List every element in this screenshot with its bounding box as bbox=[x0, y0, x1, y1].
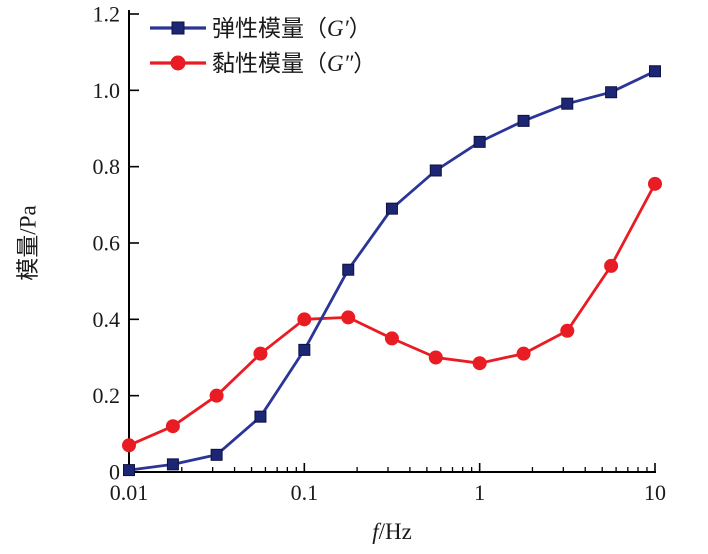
legend-symbol: G′ bbox=[327, 16, 350, 41]
y-tick-label: 1.2 bbox=[93, 1, 121, 26]
series-0-marker bbox=[123, 464, 135, 477]
x-axis-label: f/Hz bbox=[372, 519, 412, 544]
axes: 0 0.2 0.4 0.6 0.8 1.0 1.2 0.01 0.1 1 10 bbox=[93, 1, 666, 505]
series-1-marker bbox=[516, 346, 531, 361]
series-0-marker bbox=[298, 343, 311, 356]
x-axis-label-unit: /Hz bbox=[379, 519, 412, 544]
x-tick-label: 1 bbox=[474, 480, 485, 505]
series-1-line bbox=[127, 182, 657, 447]
legend-symbol: G″ bbox=[327, 51, 354, 76]
y-tick-label: 0.6 bbox=[93, 230, 121, 255]
y-tick-label: 0.8 bbox=[93, 154, 121, 179]
legend-text: 弹性模量（ bbox=[212, 16, 327, 41]
x-axis-label-symbol: f bbox=[372, 519, 382, 544]
y-axis-label: 模量/Pa bbox=[16, 205, 41, 280]
series-0-marker bbox=[561, 97, 574, 110]
legend-item-viscous: 黏性模量（G″） bbox=[150, 51, 376, 76]
series-1-marker bbox=[647, 176, 662, 191]
series-0-marker bbox=[342, 263, 355, 276]
legend-text: ） bbox=[353, 51, 376, 76]
y-tick-label: 1.0 bbox=[93, 78, 121, 103]
series-1-marker bbox=[384, 331, 399, 346]
series-0-marker bbox=[254, 410, 267, 423]
series-1-marker bbox=[165, 419, 180, 434]
legend-sample-square-marker bbox=[171, 21, 185, 35]
series-0-marker bbox=[166, 458, 179, 471]
legend: 弹性模量（G′） 黏性模量（G″） bbox=[150, 16, 376, 76]
series-0-marker bbox=[605, 86, 618, 99]
legend-sample-elastic bbox=[150, 21, 206, 35]
series-1-marker bbox=[297, 312, 312, 327]
series-0-marker bbox=[517, 114, 530, 127]
series-0-marker bbox=[210, 448, 223, 461]
x-tick-label: 0.1 bbox=[291, 480, 319, 505]
y-tick-label: 0 bbox=[109, 460, 120, 485]
series-0-line bbox=[127, 69, 657, 472]
series-0-marker bbox=[429, 164, 442, 177]
series-1-marker bbox=[604, 258, 619, 273]
series-0-marker bbox=[385, 202, 398, 215]
legend-item-elastic: 弹性模量（G′） bbox=[150, 16, 372, 41]
legend-text: ） bbox=[349, 16, 372, 41]
series-0-marker bbox=[473, 135, 486, 148]
series-0-marker bbox=[648, 65, 661, 78]
legend-label-elastic: 弹性模量（G′） bbox=[212, 16, 372, 41]
y-tick-label: 0.2 bbox=[93, 383, 121, 408]
series-1-marker bbox=[122, 438, 136, 453]
series-1-marker bbox=[253, 346, 268, 361]
y-tick-label: 0.4 bbox=[93, 307, 121, 332]
x-tick-label: 10 bbox=[644, 480, 666, 505]
legend-sample-viscous bbox=[150, 55, 206, 71]
legend-text: 黏性模量（ bbox=[212, 51, 327, 76]
series-1-marker bbox=[560, 323, 575, 338]
x-tick-label: 0.01 bbox=[110, 480, 149, 505]
legend-label-viscous: 黏性模量（G″） bbox=[212, 51, 376, 76]
series-group bbox=[122, 65, 662, 477]
legend-sample-circle-marker bbox=[170, 55, 186, 71]
series-1-marker bbox=[428, 350, 443, 365]
series-1-marker bbox=[472, 356, 487, 371]
series-1-marker bbox=[209, 388, 224, 403]
series-1-marker bbox=[341, 310, 356, 325]
